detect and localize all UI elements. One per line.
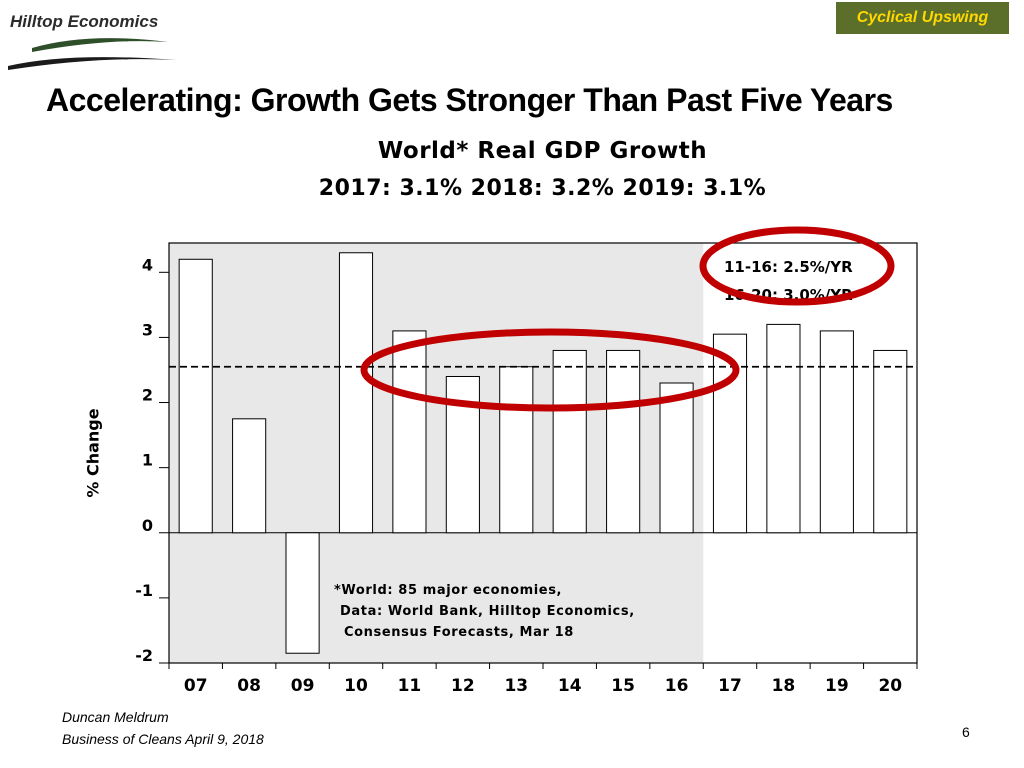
y-tick-label: 1 [142,451,153,470]
bar-09 [285,532,320,654]
hilltop-economics-logo: Hilltop Economics [8,8,183,70]
x-tick-label: 18 [772,676,796,696]
y-tick-label: 0 [142,516,153,535]
highlight-ellipse [699,226,895,306]
bar-18 [766,323,801,534]
bar-11 [392,330,427,534]
x-tick-label: 10 [344,676,368,696]
bar-20 [873,349,908,534]
bar-14 [552,349,587,534]
bar-10 [338,252,374,534]
x-tick-label: 13 [504,676,528,696]
y-axis-label: % Change [83,408,103,498]
x-tick-label: 19 [825,676,849,696]
highlight-ellipse [360,328,740,412]
y-tick-label: 2 [142,386,153,405]
x-tick-label: 09 [291,676,315,696]
slide-title: Accelerating: Growth Gets Stronger Than … [46,82,893,118]
bar-19 [819,330,854,534]
x-tick-label: 15 [611,676,635,696]
x-tick-label: 17 [718,676,742,696]
x-tick-label: 14 [558,676,582,696]
logo-text: Hilltop Economics [10,12,159,31]
x-tick-label: 20 [878,676,902,696]
cyclical-upswing-badge: Cyclical Upswing [836,2,1009,34]
y-tick-label: -2 [135,646,153,665]
bar-13 [499,366,534,534]
footer: Duncan Meldrum Business of Cleans April … [62,706,264,750]
chart-title: World* Real GDP Growth [377,138,708,164]
source-note: Data: World Bank, Hilltop Economics, [340,604,635,619]
footer-event: Business of Cleans April 9, 2018 [62,731,264,747]
chart-subtitle: 2017: 3.1% 2018: 3.2% 2019: 3.1% [318,176,767,201]
source-note: Consensus Forecasts, Mar 18 [344,625,574,640]
bar-07 [178,258,213,534]
x-tick-label: 11 [398,676,422,696]
x-tick-label: 08 [237,676,261,696]
y-tick-label: 4 [142,255,153,274]
page-number: 6 [962,724,970,740]
footer-author: Duncan Meldrum [62,709,169,725]
logo-swoosh-icon [8,38,176,70]
bar-08 [232,418,267,534]
bar-15 [606,349,641,534]
x-tick-label: 07 [184,676,208,696]
period-average-label: 11-16: 2.5%/YR [724,258,853,276]
x-tick-label: 12 [451,676,475,696]
x-tick-label: 16 [665,676,689,696]
y-tick-label: -1 [135,581,153,600]
bar-16 [659,382,694,534]
y-tick-label: 3 [142,320,153,339]
source-note: *World: 85 major economies, [334,583,562,598]
